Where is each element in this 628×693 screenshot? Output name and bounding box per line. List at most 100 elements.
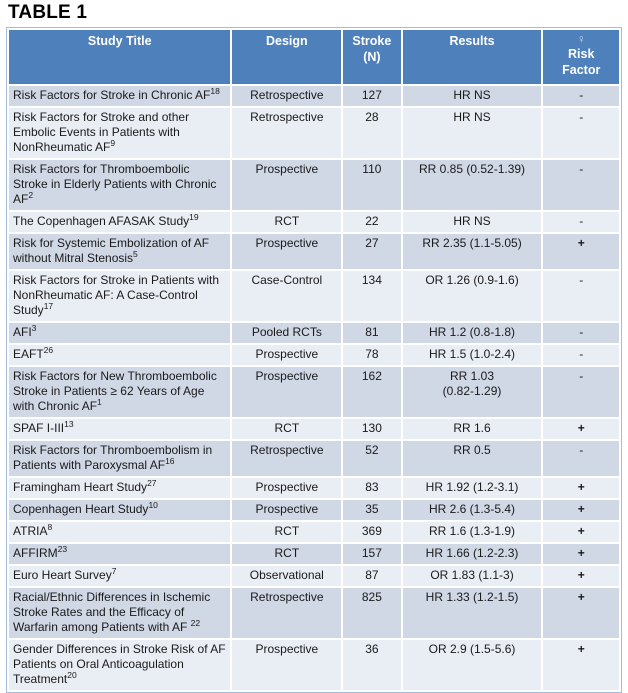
- results-cell: RR 2.35 (1.1-5.05): [402, 234, 542, 269]
- reference-superscript: 2: [28, 190, 34, 200]
- design-cell: Observational: [232, 566, 342, 586]
- results-cell: RR 1.03 (0.82-1.29): [402, 367, 542, 417]
- study-title-cell: ATRIA8: [9, 522, 231, 542]
- results-cell: HR 2.6 (1.3-5.4): [402, 500, 542, 520]
- study-title-text: Euro Heart Survey: [13, 568, 112, 582]
- risk-factor-value: +: [577, 590, 585, 604]
- study-title-text: Risk Factors for Stroke in Patients with…: [13, 273, 220, 317]
- risk-factor-value: -: [579, 443, 584, 457]
- stroke-n-cell: 27: [343, 234, 401, 269]
- reference-superscript: 3: [31, 323, 37, 333]
- results-cell: HR 1.66 (1.2-2.3): [402, 544, 542, 564]
- study-title-text: Racial/Ethnic Differences in Ischemic St…: [13, 590, 211, 634]
- results-cell: OR 1.26 (0.9-1.6): [402, 271, 542, 321]
- risk-factor-cell: -: [543, 441, 619, 476]
- risk-factor-cell: +: [543, 640, 619, 690]
- study-title-cell: SPAF I-III13: [9, 419, 231, 439]
- risk-factor-value: +: [577, 642, 585, 656]
- column-header-study-title: Study Title: [9, 30, 231, 84]
- reference-superscript: 20: [67, 670, 77, 680]
- table-row: Risk Factors for New Thromboembolic Stro…: [9, 367, 619, 417]
- reference-superscript: 1: [97, 397, 102, 407]
- results-cell: RR 0.5: [402, 441, 542, 476]
- study-title-cell: Euro Heart Survey7: [9, 566, 231, 586]
- study-title-cell: Risk Factors for Stroke in Patients with…: [9, 271, 231, 321]
- risk-factor-cell: -: [543, 345, 619, 365]
- table-row: Risk Factors for Stroke in Patients with…: [9, 271, 619, 321]
- study-title-text: Risk for Systemic Embolization of AF wit…: [13, 236, 210, 265]
- study-title-cell: Racial/Ethnic Differences in Ischemic St…: [9, 588, 231, 638]
- risk-factor-cell: -: [543, 323, 619, 343]
- reference-superscript: 27: [147, 478, 157, 488]
- stroke-n-cell: 134: [343, 271, 401, 321]
- results-cell: HR NS: [402, 86, 542, 106]
- stroke-n-cell: 36: [343, 640, 401, 690]
- stroke-n-cell: 22: [343, 212, 401, 232]
- table-row: Risk Factors for Thromboembolic Stroke i…: [9, 160, 619, 210]
- risk-factor-cell: +: [543, 500, 619, 520]
- risk-factor-cell: -: [543, 212, 619, 232]
- design-cell: Prospective: [232, 367, 342, 417]
- study-title-cell: EAFT26: [9, 345, 231, 365]
- stroke-n-cell: 81: [343, 323, 401, 343]
- risk-factor-value: +: [577, 546, 585, 560]
- reference-superscript: 8: [47, 522, 53, 532]
- table-row: Racial/Ethnic Differences in Ischemic St…: [9, 588, 619, 638]
- table-row: ATRIA8 RCT 369 RR 1.6 (1.3-1.9) +: [9, 522, 619, 542]
- risk-factor-value: -: [579, 369, 584, 383]
- column-header-design: Design: [232, 30, 342, 84]
- risk-factor-cell: +: [543, 419, 619, 439]
- table-row: AFFIRM23 RCT 157 HR 1.66 (1.2-2.3) +: [9, 544, 619, 564]
- study-title-text: Risk Factors for Thromboembolism in Pati…: [13, 443, 213, 472]
- reference-superscript: 16: [165, 456, 175, 466]
- study-title-cell: Risk for Systemic Embolization of AF wit…: [9, 234, 231, 269]
- risk-factor-cell: +: [543, 234, 619, 269]
- study-title-cell: AFI3: [9, 323, 231, 343]
- stroke-n-cell: 87: [343, 566, 401, 586]
- risk-factor-value: -: [579, 162, 584, 176]
- study-title-text: Copenhagen Heart Study: [13, 502, 149, 516]
- study-title-cell: Gender Differences in Stroke Risk of AF …: [9, 640, 231, 690]
- study-title-text: The Copenhagen AFASAK Study: [13, 214, 190, 228]
- stroke-n-cell: 130: [343, 419, 401, 439]
- table-row: EAFT26 Prospective 78 HR 1.5 (1.0-2.4) -: [9, 345, 619, 365]
- design-cell: Prospective: [232, 234, 342, 269]
- stroke-n-cell: 369: [343, 522, 401, 542]
- design-cell: Prospective: [232, 345, 342, 365]
- results-cell: OR 2.9 (1.5-5.6): [402, 640, 542, 690]
- results-cell: HR 1.5 (1.0-2.4): [402, 345, 542, 365]
- stroke-n-cell: 35: [343, 500, 401, 520]
- study-title-cell: The Copenhagen AFASAK Study19: [9, 212, 231, 232]
- risk-factor-cell: -: [543, 86, 619, 106]
- risk-factor-value: +: [577, 568, 585, 582]
- design-cell: Retrospective: [232, 588, 342, 638]
- design-cell: Prospective: [232, 478, 342, 498]
- stroke-n-cell: 110: [343, 160, 401, 210]
- table-row: Gender Differences in Stroke Risk of AF …: [9, 640, 619, 690]
- study-title-cell: Risk Factors for Stroke in Chronic AF18: [9, 86, 231, 106]
- design-cell: RCT: [232, 544, 342, 564]
- stroke-n-cell: 825: [343, 588, 401, 638]
- reference-superscript: 10: [148, 500, 158, 510]
- study-title-cell: Risk Factors for New Thromboembolic Stro…: [9, 367, 231, 417]
- risk-factor-cell: -: [543, 108, 619, 158]
- risk-factor-cell: -: [543, 160, 619, 210]
- risk-factor-value: +: [577, 421, 585, 435]
- study-title-cell: Copenhagen Heart Study10: [9, 500, 231, 520]
- page-title: TABLE 1: [8, 2, 88, 23]
- design-cell: Retrospective: [232, 441, 342, 476]
- table-body: Risk Factors for Stroke in Chronic AF18 R…: [9, 86, 619, 690]
- column-header-stroke-n: Stroke (N): [343, 30, 401, 84]
- design-cell: RCT: [232, 212, 342, 232]
- table-row: Framingham Heart Study27 Prospective 83 HR …: [9, 478, 619, 498]
- risk-factor-cell: +: [543, 588, 619, 638]
- study-title-cell: AFFIRM23: [9, 544, 231, 564]
- design-cell: Retrospective: [232, 86, 342, 106]
- stroke-n-cell: 83: [343, 478, 401, 498]
- reference-superscript: 5: [133, 249, 138, 259]
- results-cell: HR NS: [402, 108, 542, 158]
- risk-factor-value: -: [579, 88, 584, 102]
- column-header-female-risk-factor: ♀ Risk Factor: [543, 30, 619, 84]
- reference-superscript: 7: [111, 566, 117, 576]
- study-title-text: Gender Differences in Stroke Risk of AF …: [13, 642, 226, 686]
